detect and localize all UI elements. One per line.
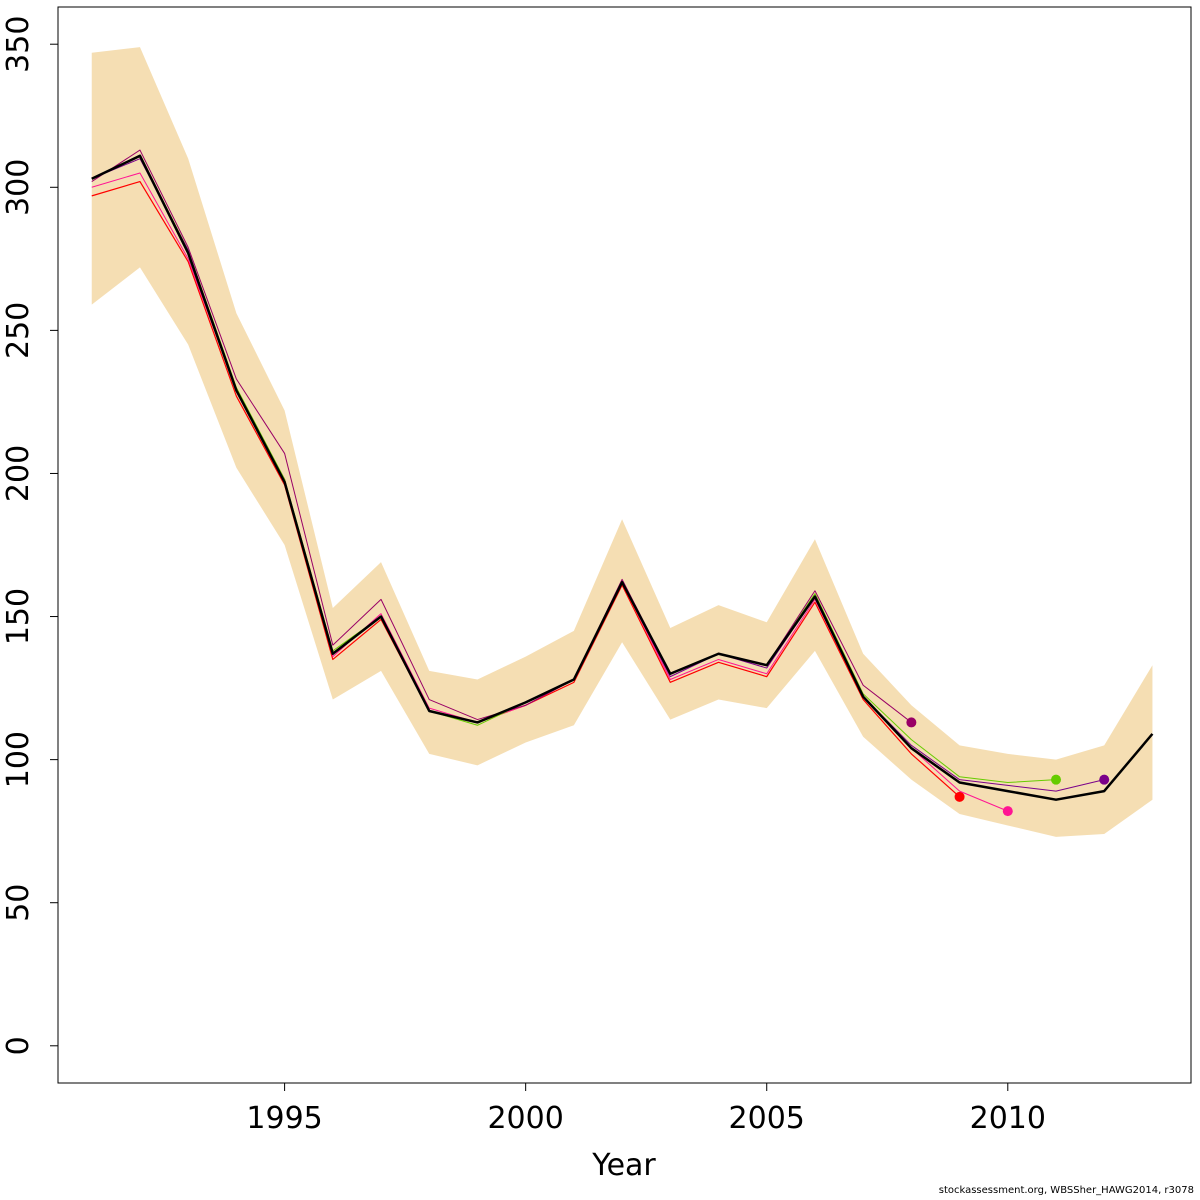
x-tick-label-2000: 2000: [487, 1101, 563, 1136]
series-end-point-3: [1051, 774, 1062, 785]
series-end-point-1: [954, 791, 965, 802]
x-tick-label-1995: 1995: [246, 1101, 322, 1136]
confidence-band-layer: [91, 47, 1153, 837]
x-axis-label: Year: [591, 1148, 656, 1183]
confidence-band: [91, 47, 1153, 837]
y-tick-label-50: 50: [1, 884, 36, 922]
series-end-point-5: [1099, 774, 1110, 785]
y-tick-label-300: 300: [1, 159, 36, 216]
x-tick-label-2005: 2005: [729, 1101, 805, 1136]
series-layer: [91, 149, 1154, 817]
axis-layer: 1995 2000 2005 2010 0 50 100 150 200 250 300 350: [1, 16, 1046, 1136]
y-tick-label-150: 150: [1, 588, 36, 645]
series-end-point-2: [1002, 806, 1013, 817]
plot-frame: [57, 6, 1192, 1084]
series-end-point-4: [906, 717, 917, 728]
y-tick-label-0: 0: [1, 1036, 36, 1055]
y-tick-label-100: 100: [1, 731, 36, 788]
credit-text: stockassessment.org, WBSSher_HAWG2014, r…: [938, 1185, 1194, 1196]
series-line-6: [91, 154, 1154, 801]
x-tick-label-2010: 2010: [970, 1101, 1046, 1136]
y-tick-label-200: 200: [1, 445, 36, 502]
y-tick-label-350: 350: [1, 16, 36, 73]
y-tick-label-250: 250: [1, 302, 36, 359]
